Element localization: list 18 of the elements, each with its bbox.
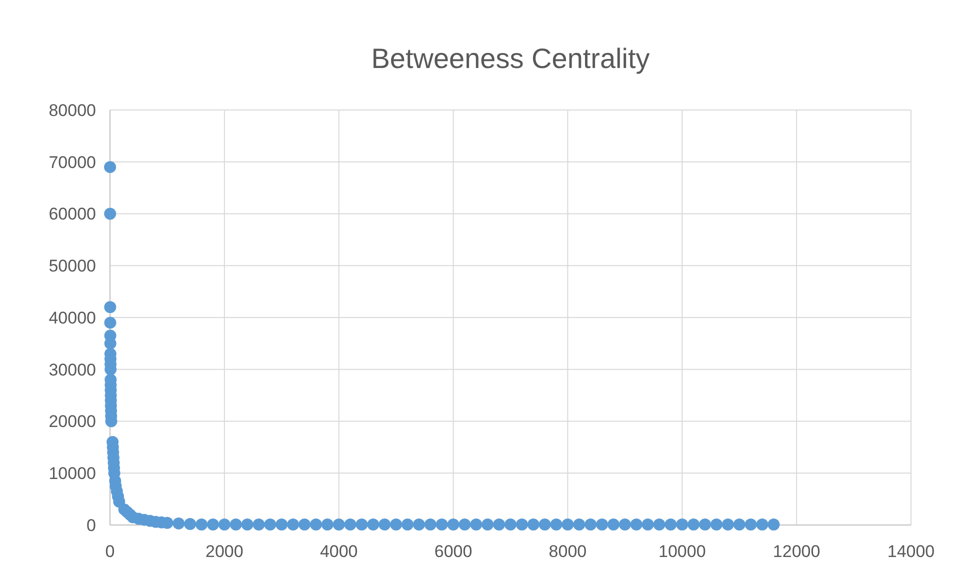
y-tick-label: 70000 <box>48 152 96 172</box>
y-tick-label: 30000 <box>48 360 96 380</box>
x-tick-label: 14000 <box>887 542 935 561</box>
x-tick-label: 4000 <box>320 542 358 561</box>
y-tick-label: 0 <box>86 516 96 535</box>
x-tick-label: 6000 <box>434 542 472 561</box>
x-tick-label: 12000 <box>772 542 820 561</box>
y-tick-label: 20000 <box>48 412 96 432</box>
y-tick-label: 50000 <box>48 256 96 276</box>
y-tick-label: 40000 <box>48 308 96 328</box>
x-tick-label: 0 <box>105 542 115 561</box>
x-tick-label: 8000 <box>548 542 587 561</box>
y-tick-label: 10000 <box>48 464 96 484</box>
y-tick-label: 60000 <box>48 204 96 224</box>
x-tick-label: 2000 <box>206 542 244 561</box>
x-tick-label: 10000 <box>658 542 706 561</box>
y-tick-label: 80000 <box>48 100 96 120</box>
chart-title: Betweeness Centrality <box>371 43 650 74</box>
